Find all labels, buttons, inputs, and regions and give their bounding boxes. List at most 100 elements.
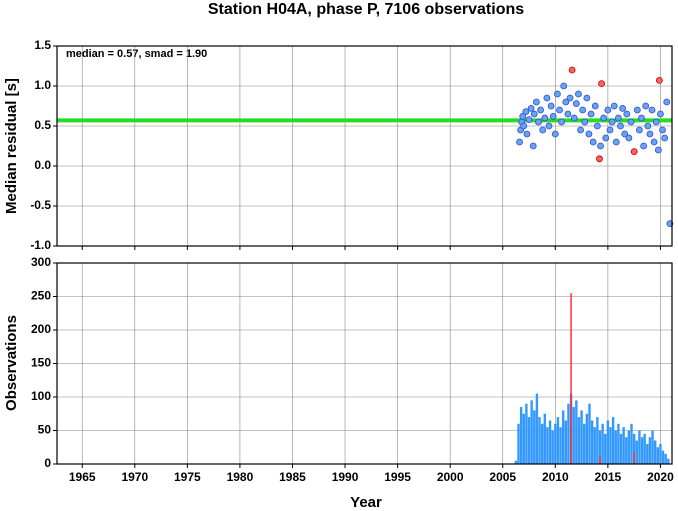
point <box>545 122 553 130</box>
bar <box>593 427 596 464</box>
y-tick-label: 200 <box>31 322 51 336</box>
y-tick-label: 0 <box>44 456 51 470</box>
point <box>612 138 620 146</box>
plot-frame <box>56 262 673 465</box>
y-tick-label: 100 <box>31 389 51 403</box>
bar <box>567 403 570 464</box>
bar <box>533 410 536 464</box>
bar <box>514 460 518 464</box>
bar <box>596 417 599 464</box>
point <box>579 106 587 114</box>
point <box>619 105 626 112</box>
point <box>633 106 641 114</box>
bar <box>564 420 568 464</box>
bar <box>633 451 635 464</box>
point <box>570 114 578 122</box>
bar <box>646 443 649 464</box>
bar <box>599 455 601 464</box>
point <box>608 118 616 126</box>
bar <box>577 417 581 464</box>
point <box>535 118 542 126</box>
bar <box>638 430 641 464</box>
y-tick-label: 0.0 <box>34 158 51 172</box>
point <box>527 105 535 112</box>
bar <box>653 440 657 464</box>
point <box>577 126 584 134</box>
point <box>642 102 650 110</box>
plot-frame <box>56 45 673 247</box>
bar <box>588 403 591 464</box>
bar <box>546 427 549 464</box>
point <box>591 102 599 110</box>
point <box>630 148 638 156</box>
y-tick-label: 1.5 <box>34 38 51 52</box>
point <box>650 138 658 146</box>
point <box>625 134 633 142</box>
bar <box>606 420 610 464</box>
bar <box>656 447 660 464</box>
point <box>516 138 523 146</box>
bar <box>630 423 633 464</box>
point <box>547 102 555 110</box>
bar <box>622 427 625 464</box>
bar <box>543 413 546 464</box>
x-tick-label: 2000 <box>437 470 464 484</box>
x-tick-label: 2015 <box>595 470 622 484</box>
bar <box>585 413 589 464</box>
x-axis-label: Year <box>350 494 382 511</box>
bar <box>635 440 638 464</box>
bar <box>570 293 572 464</box>
point <box>520 122 528 130</box>
point <box>600 114 608 122</box>
point <box>593 122 601 130</box>
y-tick-label: 50 <box>38 423 52 437</box>
bar <box>664 453 667 464</box>
point <box>604 106 612 114</box>
y-tick-label: 300 <box>31 255 51 269</box>
bar <box>525 403 528 464</box>
y-tick-label: 1.0 <box>34 78 51 92</box>
x-tick-label: 2020 <box>647 470 674 484</box>
bar <box>517 423 520 464</box>
point <box>627 118 635 126</box>
bar <box>540 423 544 464</box>
bar <box>604 433 607 464</box>
point <box>532 98 540 106</box>
point <box>519 113 527 120</box>
chart-title: Station H04A, phase P, 7106 observations <box>208 1 524 18</box>
bar <box>632 433 636 464</box>
bar <box>619 433 623 464</box>
bar <box>598 430 602 464</box>
point <box>654 146 662 154</box>
bar <box>575 400 578 464</box>
point <box>554 90 561 98</box>
point <box>638 114 645 122</box>
point <box>549 113 557 120</box>
bar <box>648 437 652 464</box>
bar <box>667 458 670 464</box>
point <box>585 130 593 138</box>
bar <box>661 450 665 464</box>
point <box>602 134 610 142</box>
point <box>558 118 566 126</box>
point <box>614 114 622 122</box>
bar <box>556 417 560 464</box>
y-tick-label: -1.0 <box>30 238 51 252</box>
bar <box>580 410 583 464</box>
bar <box>590 420 594 464</box>
x-tick-label: 1980 <box>227 470 254 484</box>
bar <box>548 420 552 464</box>
x-tick-label: 1970 <box>121 470 148 484</box>
bar <box>611 417 615 464</box>
y-tick-label: 0.5 <box>34 118 51 132</box>
bar <box>643 433 646 464</box>
point <box>617 122 624 130</box>
y-axis-label: Median residual [s] <box>3 78 20 214</box>
point <box>564 110 572 118</box>
point <box>666 220 674 228</box>
point <box>568 66 576 74</box>
point <box>659 126 666 134</box>
bar <box>527 417 531 464</box>
point <box>621 130 629 138</box>
bar <box>614 430 617 464</box>
